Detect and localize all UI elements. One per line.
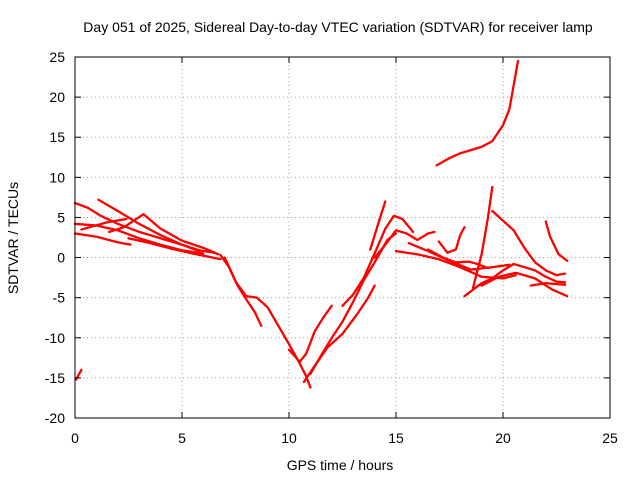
y-axis-label: SDTVAR / TECUs xyxy=(5,182,21,294)
series-arc-22-markers xyxy=(471,185,494,290)
y-tick-label: -10 xyxy=(45,330,65,346)
x-tick-label: 15 xyxy=(388,430,404,446)
series-arc-05-markers xyxy=(97,198,201,253)
series-arc-23-markers xyxy=(491,209,567,277)
series-arc-27-markers xyxy=(435,59,520,167)
y-tick-label: 25 xyxy=(49,49,65,65)
x-tick-label: 10 xyxy=(281,430,297,446)
tick-labels: 0 5 10 15 20 25 -20 -15 -10 -5 0 5 10 15 20 25 xyxy=(45,49,618,446)
series-arc-04-markers xyxy=(73,232,132,246)
y-tick-label: -5 xyxy=(53,290,66,306)
y-tick-label: -20 xyxy=(45,410,65,426)
series-arc-18-markers xyxy=(407,242,511,271)
series-arc-26-markers xyxy=(544,220,569,262)
x-tick-label: 25 xyxy=(602,430,618,446)
series-layer xyxy=(73,59,569,389)
x-axis-label: GPS time / hours xyxy=(287,457,394,473)
plot-frame xyxy=(74,56,611,419)
y-tick-label: 15 xyxy=(49,129,65,145)
series-arc-06-markers xyxy=(80,217,128,231)
series-arc-10-markers xyxy=(223,256,312,389)
series-arc-24-markers xyxy=(480,271,569,298)
y-tick-label: 20 xyxy=(49,89,65,105)
series-arc-11-markers xyxy=(287,304,333,363)
series-arc-07-markers xyxy=(108,213,220,256)
y-tick-label: 5 xyxy=(57,209,65,225)
chart-title: Day 051 of 2025, Sidereal Day-to-day VTE… xyxy=(83,19,593,35)
y-tick-label: 10 xyxy=(49,169,65,185)
y-tick-label: -15 xyxy=(45,370,65,386)
grid xyxy=(75,57,610,418)
series-arc-21-markers xyxy=(463,262,567,298)
y-tick-label: 0 xyxy=(57,250,65,266)
ticks xyxy=(74,56,611,419)
series-arc-16-markers xyxy=(373,229,436,259)
series-arc-25-markers xyxy=(529,282,567,287)
series-arc-20-markers xyxy=(437,226,466,254)
series-arc-08-markers xyxy=(127,237,222,261)
series-arc-15-markers xyxy=(369,200,387,251)
x-tick-label: 20 xyxy=(495,430,511,446)
series-arc-14-markers xyxy=(341,214,415,307)
x-tick-label: 5 xyxy=(178,430,186,446)
series-arc-17-markers xyxy=(394,250,517,280)
x-tick-label: 0 xyxy=(71,430,79,446)
